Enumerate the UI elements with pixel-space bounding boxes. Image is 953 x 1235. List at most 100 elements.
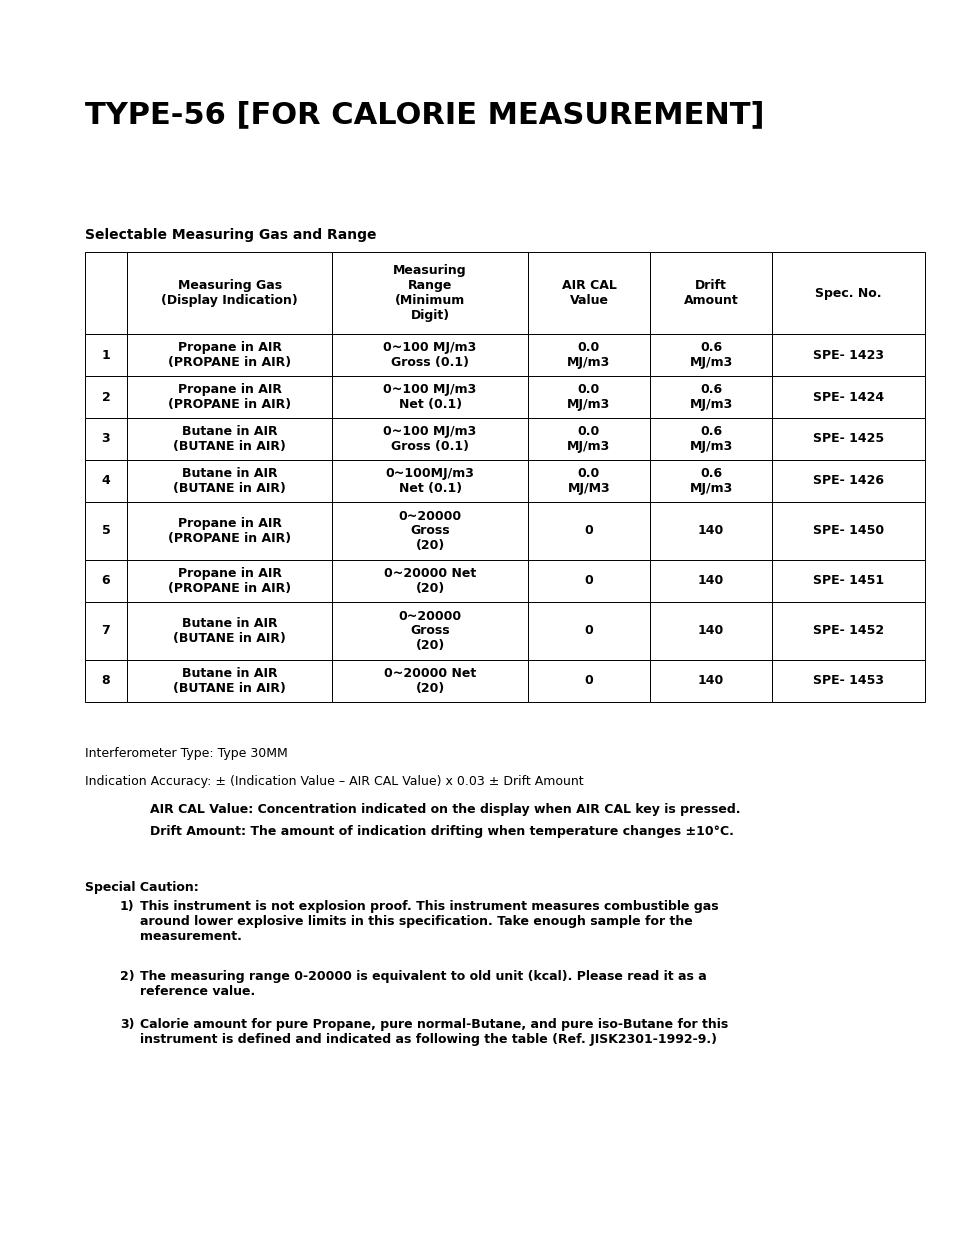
Bar (527, 601, 649, 659)
Text: 0: 0 (584, 625, 593, 637)
Bar (649, 375, 772, 417)
Bar (649, 559, 772, 601)
Text: 7: 7 (102, 625, 111, 637)
Text: Selectable Measuring Gas and Range: Selectable Measuring Gas and Range (85, 228, 376, 242)
Bar (127, 659, 332, 701)
Text: Measuring
Range
(Minimum
Digit): Measuring Range (Minimum Digit) (393, 264, 466, 322)
Text: Butane in AIR
(BUTANE in AIR): Butane in AIR (BUTANE in AIR) (173, 425, 286, 453)
Text: 0~20000 Net
(20): 0~20000 Net (20) (383, 667, 476, 695)
Bar (127, 375, 332, 417)
Text: Indication Accuracy: ± (Indication Value – AIR CAL Value) x 0.03 ± Drift Amount: Indication Accuracy: ± (Indication Value… (85, 776, 583, 788)
Bar (527, 417, 649, 459)
Text: 0~100MJ/m3
Net (0.1): 0~100MJ/m3 Net (0.1) (385, 467, 474, 495)
Text: 5: 5 (102, 525, 111, 537)
Bar (85, 417, 127, 459)
Bar (127, 333, 332, 375)
Bar (772, 417, 924, 459)
Bar (332, 375, 527, 417)
Bar (527, 559, 649, 601)
Text: 0.6
MJ/m3: 0.6 MJ/m3 (689, 425, 732, 453)
Text: Interferometer Type: Type 30MM: Interferometer Type: Type 30MM (85, 747, 288, 760)
Bar (527, 501, 649, 559)
Text: Measuring Gas
(Display Indication): Measuring Gas (Display Indication) (161, 279, 297, 308)
Bar (527, 459, 649, 501)
Text: Propane in AIR
(PROPANE in AIR): Propane in AIR (PROPANE in AIR) (168, 341, 291, 369)
Bar (527, 375, 649, 417)
Text: 140: 140 (698, 574, 723, 588)
Text: Drift
Amount: Drift Amount (683, 279, 738, 308)
Bar (332, 333, 527, 375)
Text: Special Caution:: Special Caution: (85, 881, 198, 894)
Bar (649, 659, 772, 701)
Text: 8: 8 (102, 674, 111, 688)
Bar (332, 459, 527, 501)
Text: 3): 3) (120, 1019, 134, 1031)
Text: Propane in AIR
(PROPANE in AIR): Propane in AIR (PROPANE in AIR) (168, 383, 291, 411)
Text: This instrument is not explosion proof. This instrument measures combustible gas: This instrument is not explosion proof. … (140, 900, 718, 944)
Text: 2): 2) (120, 971, 134, 983)
Bar (85, 559, 127, 601)
Text: Butane in AIR
(BUTANE in AIR): Butane in AIR (BUTANE in AIR) (173, 667, 286, 695)
Bar (772, 252, 924, 333)
Bar (85, 252, 127, 333)
Bar (127, 601, 332, 659)
Bar (527, 659, 649, 701)
Bar (772, 559, 924, 601)
Bar (332, 501, 527, 559)
Bar (85, 659, 127, 701)
Text: 6: 6 (102, 574, 111, 588)
Text: 140: 140 (698, 674, 723, 688)
Text: The measuring range 0-20000 is equivalent to old unit (kcal). Please read it as : The measuring range 0-20000 is equivalen… (140, 971, 706, 998)
Text: SPE- 1452: SPE- 1452 (812, 625, 883, 637)
Bar (527, 333, 649, 375)
Bar (85, 501, 127, 559)
Text: SPE- 1450: SPE- 1450 (812, 525, 883, 537)
Text: 0.0
MJ/m3: 0.0 MJ/m3 (567, 341, 610, 369)
Bar (772, 601, 924, 659)
Text: Butane in AIR
(BUTANE in AIR): Butane in AIR (BUTANE in AIR) (173, 618, 286, 645)
Text: 3: 3 (102, 432, 111, 446)
Bar (127, 252, 332, 333)
Bar (772, 501, 924, 559)
Text: 1: 1 (102, 348, 111, 362)
Text: Propane in AIR
(PROPANE in AIR): Propane in AIR (PROPANE in AIR) (168, 517, 291, 545)
Text: 0.6
MJ/m3: 0.6 MJ/m3 (689, 341, 732, 369)
Text: AIR CAL Value: Concentration indicated on the display when AIR CAL key is presse: AIR CAL Value: Concentration indicated o… (150, 803, 740, 816)
Text: 0~20000 Net
(20): 0~20000 Net (20) (383, 567, 476, 595)
Bar (332, 659, 527, 701)
Text: Spec. No.: Spec. No. (815, 287, 881, 300)
Text: SPE- 1451: SPE- 1451 (812, 574, 883, 588)
Bar (772, 459, 924, 501)
Bar (127, 459, 332, 501)
Bar (127, 559, 332, 601)
Bar (649, 333, 772, 375)
Text: Butane in AIR
(BUTANE in AIR): Butane in AIR (BUTANE in AIR) (173, 467, 286, 495)
Bar (772, 375, 924, 417)
Bar (332, 559, 527, 601)
Bar (649, 252, 772, 333)
Bar (527, 252, 649, 333)
Text: 4: 4 (102, 474, 111, 488)
Text: 0: 0 (584, 674, 593, 688)
Text: 2: 2 (102, 390, 111, 404)
Text: AIR CAL
Value: AIR CAL Value (561, 279, 616, 308)
Text: 0.0
MJ/M3: 0.0 MJ/M3 (567, 467, 610, 495)
Text: 0.6
MJ/m3: 0.6 MJ/m3 (689, 467, 732, 495)
Text: 0~100 MJ/m3
Gross (0.1): 0~100 MJ/m3 Gross (0.1) (383, 425, 476, 453)
Bar (127, 501, 332, 559)
Text: SPE- 1425: SPE- 1425 (812, 432, 883, 446)
Text: SPE- 1423: SPE- 1423 (812, 348, 883, 362)
Bar (85, 459, 127, 501)
Bar (332, 252, 527, 333)
Text: 140: 140 (698, 525, 723, 537)
Bar (332, 417, 527, 459)
Text: Propane in AIR
(PROPANE in AIR): Propane in AIR (PROPANE in AIR) (168, 567, 291, 595)
Text: SPE- 1453: SPE- 1453 (812, 674, 883, 688)
Bar (772, 333, 924, 375)
Text: SPE- 1426: SPE- 1426 (812, 474, 883, 488)
Text: 0~100 MJ/m3
Gross (0.1): 0~100 MJ/m3 Gross (0.1) (383, 341, 476, 369)
Text: TYPE-56 [FOR CALORIE MEASUREMENT]: TYPE-56 [FOR CALORIE MEASUREMENT] (85, 100, 763, 128)
Bar (85, 375, 127, 417)
Text: 0.0
MJ/m3: 0.0 MJ/m3 (567, 425, 610, 453)
Bar (649, 501, 772, 559)
